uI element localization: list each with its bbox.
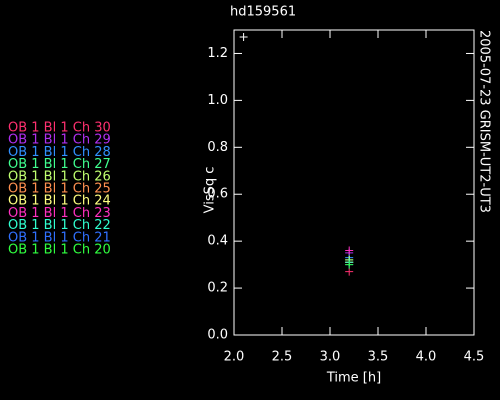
x-tick-label: 2.0 bbox=[224, 350, 245, 365]
y-tick-label: 0.6 bbox=[207, 187, 228, 202]
legend-entry: OB 1 Bl 1 Ch 25 bbox=[8, 182, 111, 197]
x-tick-label: 3.5 bbox=[368, 350, 389, 365]
data-point bbox=[345, 260, 354, 269]
legend-entry: OB 1 Bl 1 Ch 26 bbox=[8, 169, 111, 184]
data-point bbox=[345, 246, 354, 255]
legend-entry: OB 1 Bl 1 Ch 22 bbox=[8, 218, 111, 233]
y-axis-label: VisSq c bbox=[203, 167, 218, 214]
y-tick-label: 1.0 bbox=[207, 93, 228, 108]
plot-frame bbox=[233, 29, 475, 336]
legend-entry: OB 1 Bl 1 Ch 27 bbox=[8, 157, 111, 172]
y-tick-label: 1.2 bbox=[207, 46, 228, 61]
x-tick-label: 4.0 bbox=[416, 350, 437, 365]
y-tick-label: 0.8 bbox=[207, 140, 228, 155]
y-tick-label: 0.4 bbox=[207, 234, 228, 249]
x-tick-label: 2.5 bbox=[272, 350, 293, 365]
legend-entry: OB 1 Bl 1 Ch 21 bbox=[8, 230, 111, 245]
chart-title: hd159561 bbox=[230, 5, 296, 20]
legend-entry: OB 1 Bl 1 Ch 24 bbox=[8, 194, 111, 209]
y-tick-label: 0.2 bbox=[207, 281, 228, 296]
data-point bbox=[345, 267, 354, 276]
x-tick-label: 3.0 bbox=[320, 350, 341, 365]
y-tick-label: 0.0 bbox=[207, 328, 228, 343]
legend-entry: OB 1 Bl 1 Ch 30 bbox=[8, 121, 111, 136]
legend-entry: OB 1 Bl 1 Ch 20 bbox=[8, 243, 111, 258]
legend-entry: OB 1 Bl 1 Ch 28 bbox=[8, 145, 111, 160]
x-tick-label: 4.5 bbox=[464, 350, 485, 365]
marker-point bbox=[239, 33, 248, 42]
legend-entry: OB 1 Bl 1 Ch 29 bbox=[8, 133, 111, 148]
x-axis-label: Time [h] bbox=[326, 371, 381, 386]
chart-subtitle: 2005-07-23 GRISM-UT2-UT3 bbox=[477, 30, 492, 213]
legend-entry: OB 1 Bl 1 Ch 23 bbox=[8, 206, 111, 221]
